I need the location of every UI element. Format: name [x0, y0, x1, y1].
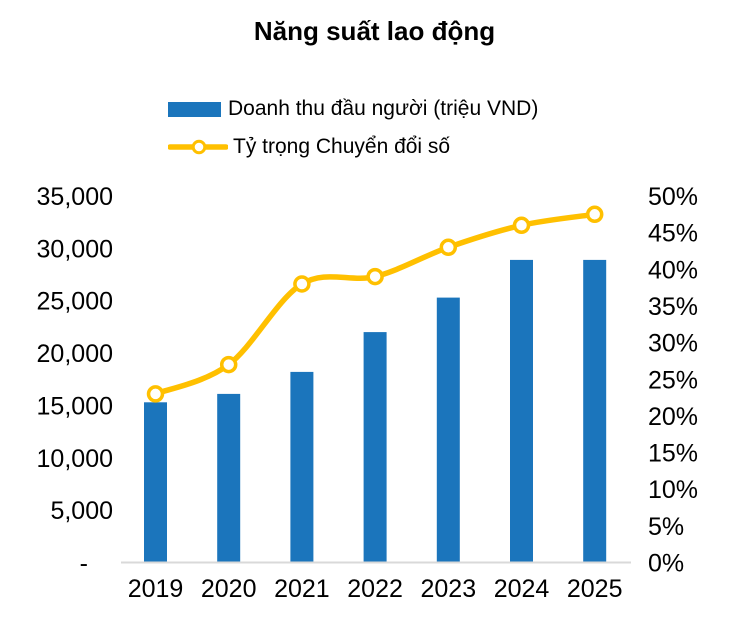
right-axis-tick: 40%	[648, 256, 698, 284]
bar-2025	[583, 259, 607, 563]
bar-2022	[363, 332, 387, 563]
x-axis-label-2025: 2025	[567, 575, 623, 603]
left-axis-tick: 5,000	[50, 497, 113, 525]
line-marker-2021	[293, 275, 311, 293]
left-axis-tick: 35,000	[37, 183, 113, 211]
x-axis-label-2024: 2024	[494, 575, 550, 603]
right-axis-tick: 0%	[648, 550, 684, 578]
line-marker-2020	[219, 355, 238, 374]
bar-2019	[144, 402, 167, 563]
x-axis-label-2021: 2021	[274, 575, 330, 603]
chart-legend: Doanh thu đầu người (triệu VND) Tỷ trọng…	[168, 94, 538, 162]
bar-2024	[510, 259, 533, 563]
right-axis-tick: 10%	[648, 476, 698, 504]
line-marker-2022	[366, 267, 384, 286]
line-marker-2023	[439, 238, 458, 257]
legend-label-digital: Tỷ trọng Chuyển đổi số	[233, 135, 451, 158]
right-axis-tick: 20%	[648, 403, 698, 431]
legend-label-revenue: Doanh thu đầu người (triệu VND)	[228, 97, 539, 120]
x-axis-label-2022: 2022	[347, 575, 403, 603]
x-axis-label-2023: 2023	[420, 575, 476, 603]
right-axis-tick: 45%	[648, 220, 698, 248]
x-axis-label-2019: 2019	[128, 575, 184, 603]
right-axis-tick: 35%	[648, 293, 698, 321]
left-axis-tick: 20,000	[37, 340, 113, 368]
right-axis-tick: 30%	[648, 330, 698, 358]
bar-series-swatch-icon	[168, 101, 221, 117]
right-axis-tick: 15%	[648, 440, 698, 468]
line-marker-2025	[585, 205, 604, 224]
bar-2020	[217, 393, 241, 563]
x-axis-label-2020: 2020	[201, 575, 257, 603]
left-axis-tick: 30,000	[37, 235, 113, 263]
left-axis-tick: -	[80, 550, 88, 578]
left-axis-tick: 25,000	[37, 288, 113, 316]
right-axis-tick: 50%	[648, 183, 698, 211]
line-marker-2024	[512, 216, 531, 235]
line-marker-2019	[146, 385, 165, 403]
line-series-swatch-icon	[168, 139, 228, 155]
bar-2023	[436, 297, 460, 563]
chart-title: Năng suất lao động	[253, 16, 496, 46]
right-axis-tick: 5%	[648, 513, 684, 541]
legend-item-revenue: Doanh thu đầu người (triệu VND)	[168, 94, 538, 124]
right-axis-tick: 25%	[648, 366, 698, 394]
left-axis-tick: 15,000	[37, 392, 113, 420]
legend-item-digital: Tỷ trọng Chuyển đổi số	[168, 132, 538, 162]
bar-2021	[290, 371, 314, 563]
left-axis-tick: 10,000	[37, 445, 113, 473]
